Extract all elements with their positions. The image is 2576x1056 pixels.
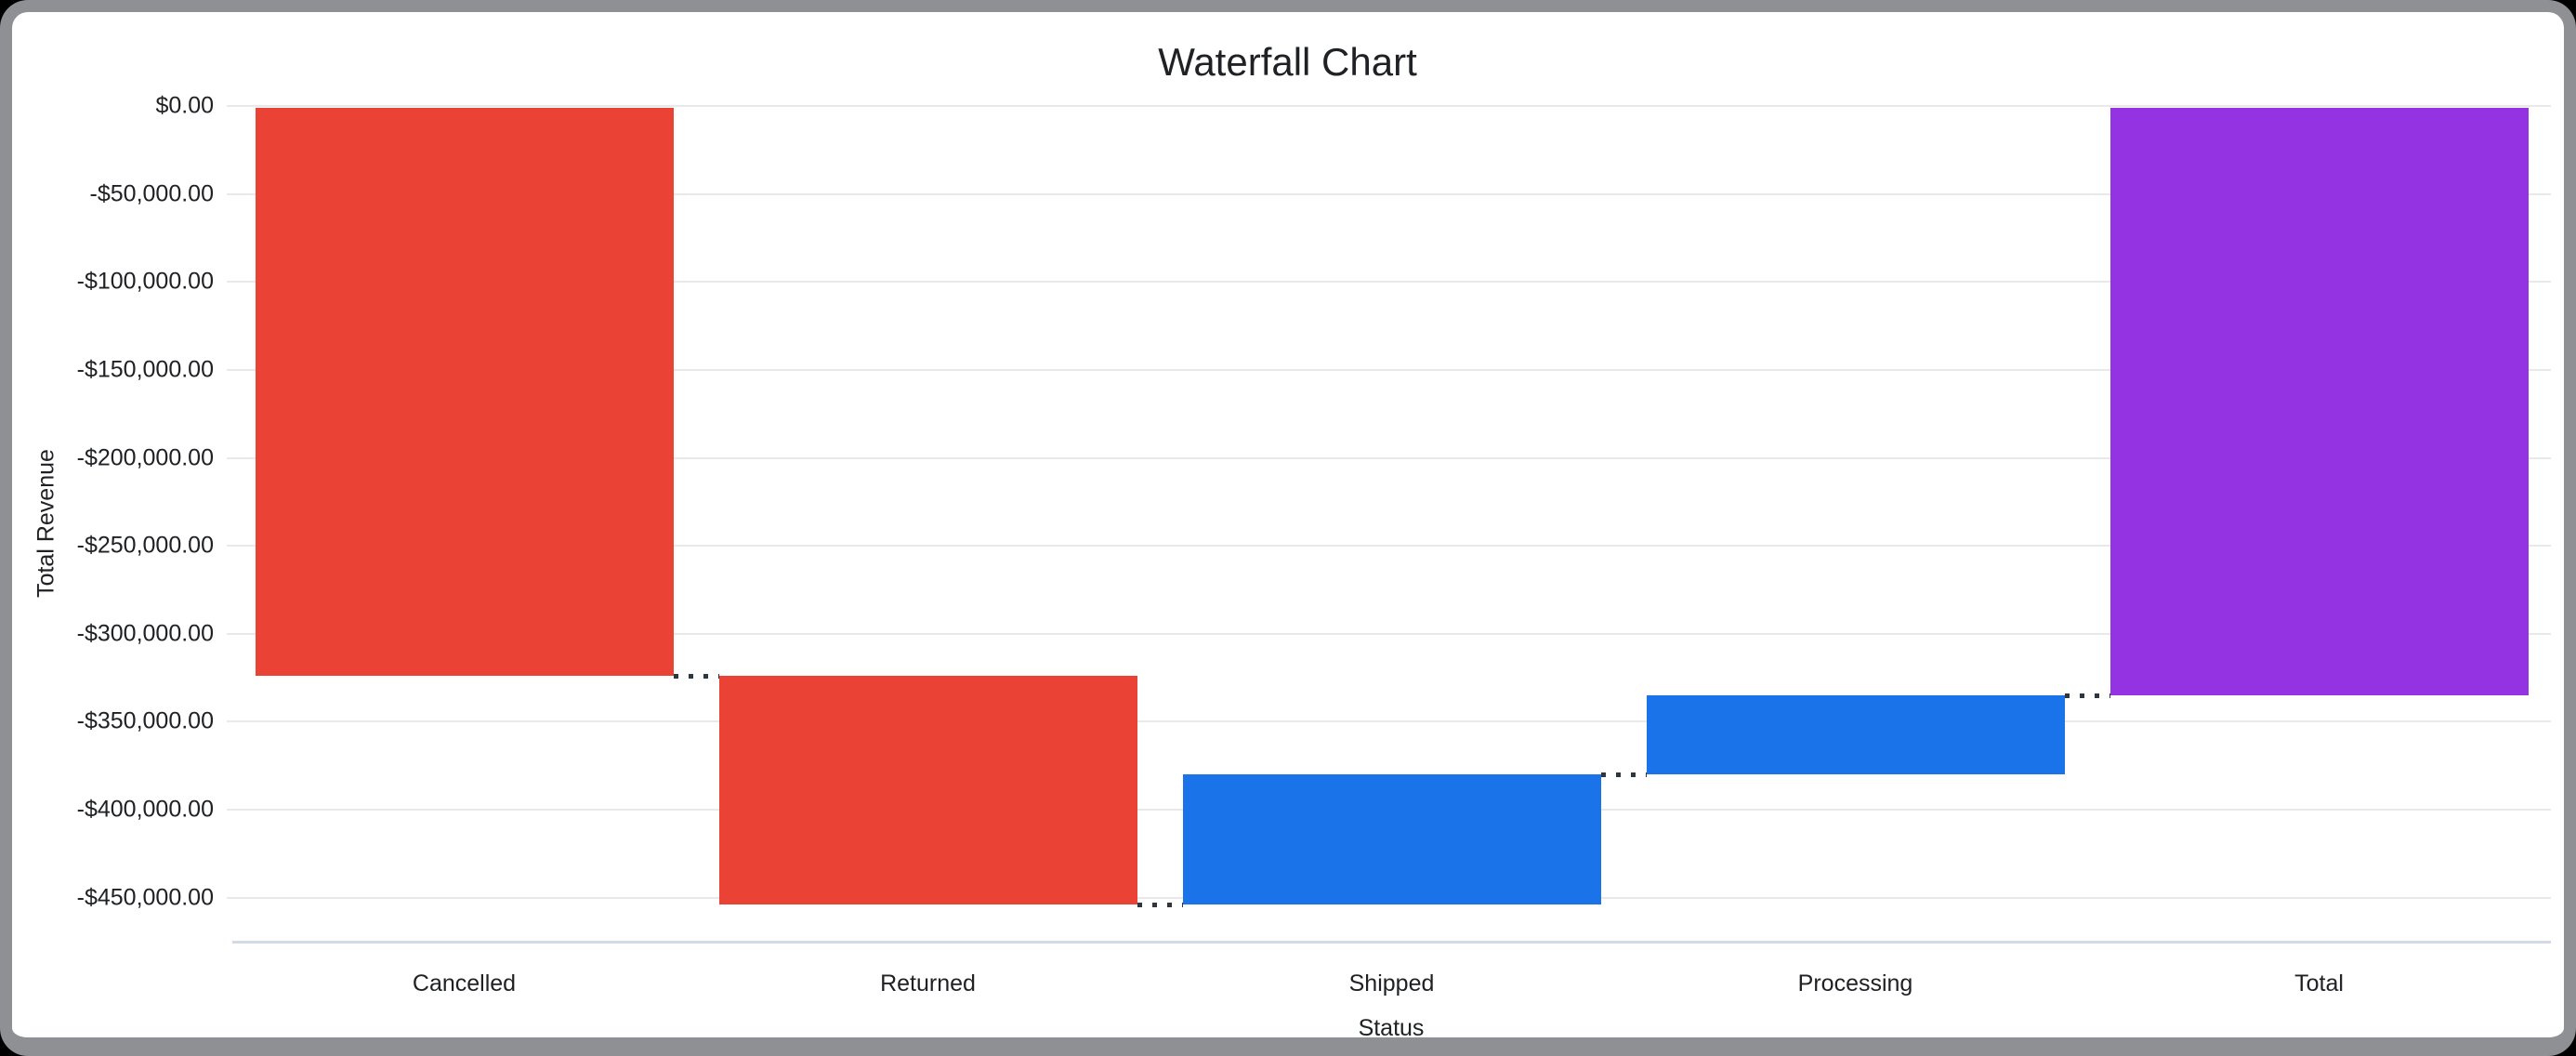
gridline <box>227 456 2551 459</box>
gridline <box>227 192 2551 195</box>
y-tick-label: -$50,000.00 <box>89 180 214 207</box>
y-tick-label: -$100,000.00 <box>76 268 214 295</box>
gridline <box>227 105 2551 107</box>
bar-total[interactable] <box>2109 108 2529 696</box>
x-tick-label: Processing <box>1797 970 1913 997</box>
y-tick-label: -$450,000.00 <box>76 884 214 911</box>
x-axis-title: Status <box>1358 1015 1425 1041</box>
x-tick-label: Total <box>2294 970 2344 997</box>
x-tick-label: Returned <box>880 970 976 997</box>
y-tick-label: $0.00 <box>155 92 214 119</box>
gridline <box>227 281 2551 284</box>
bar-processing[interactable] <box>1646 695 2065 775</box>
y-tick-label: -$350,000.00 <box>76 707 214 734</box>
y-tick-label: -$300,000.00 <box>76 620 214 647</box>
bar-returned[interactable] <box>718 676 1137 905</box>
y-tick-label: -$400,000.00 <box>76 796 214 823</box>
y-tick-label: -$250,000.00 <box>76 532 214 559</box>
bar-cancelled[interactable] <box>255 108 674 677</box>
gridline <box>227 368 2551 371</box>
y-tick-label: -$150,000.00 <box>76 356 214 383</box>
gridline <box>227 545 2551 548</box>
gridline <box>227 632 2551 635</box>
chart-title: Waterfall Chart <box>1158 40 1417 84</box>
connector-line <box>1600 772 1647 778</box>
connector-line <box>2064 693 2110 699</box>
connector-line <box>673 674 719 680</box>
bar-shipped[interactable] <box>1182 774 1601 905</box>
x-tick-label: Shipped <box>1348 970 1435 997</box>
x-tick-label: Cancelled <box>412 970 517 997</box>
connector-line <box>1137 903 1183 908</box>
y-axis-title: Total Revenue <box>33 449 59 598</box>
gridline <box>227 720 2551 723</box>
x-axis-line <box>232 941 2551 944</box>
y-tick-label: -$200,000.00 <box>76 444 214 471</box>
